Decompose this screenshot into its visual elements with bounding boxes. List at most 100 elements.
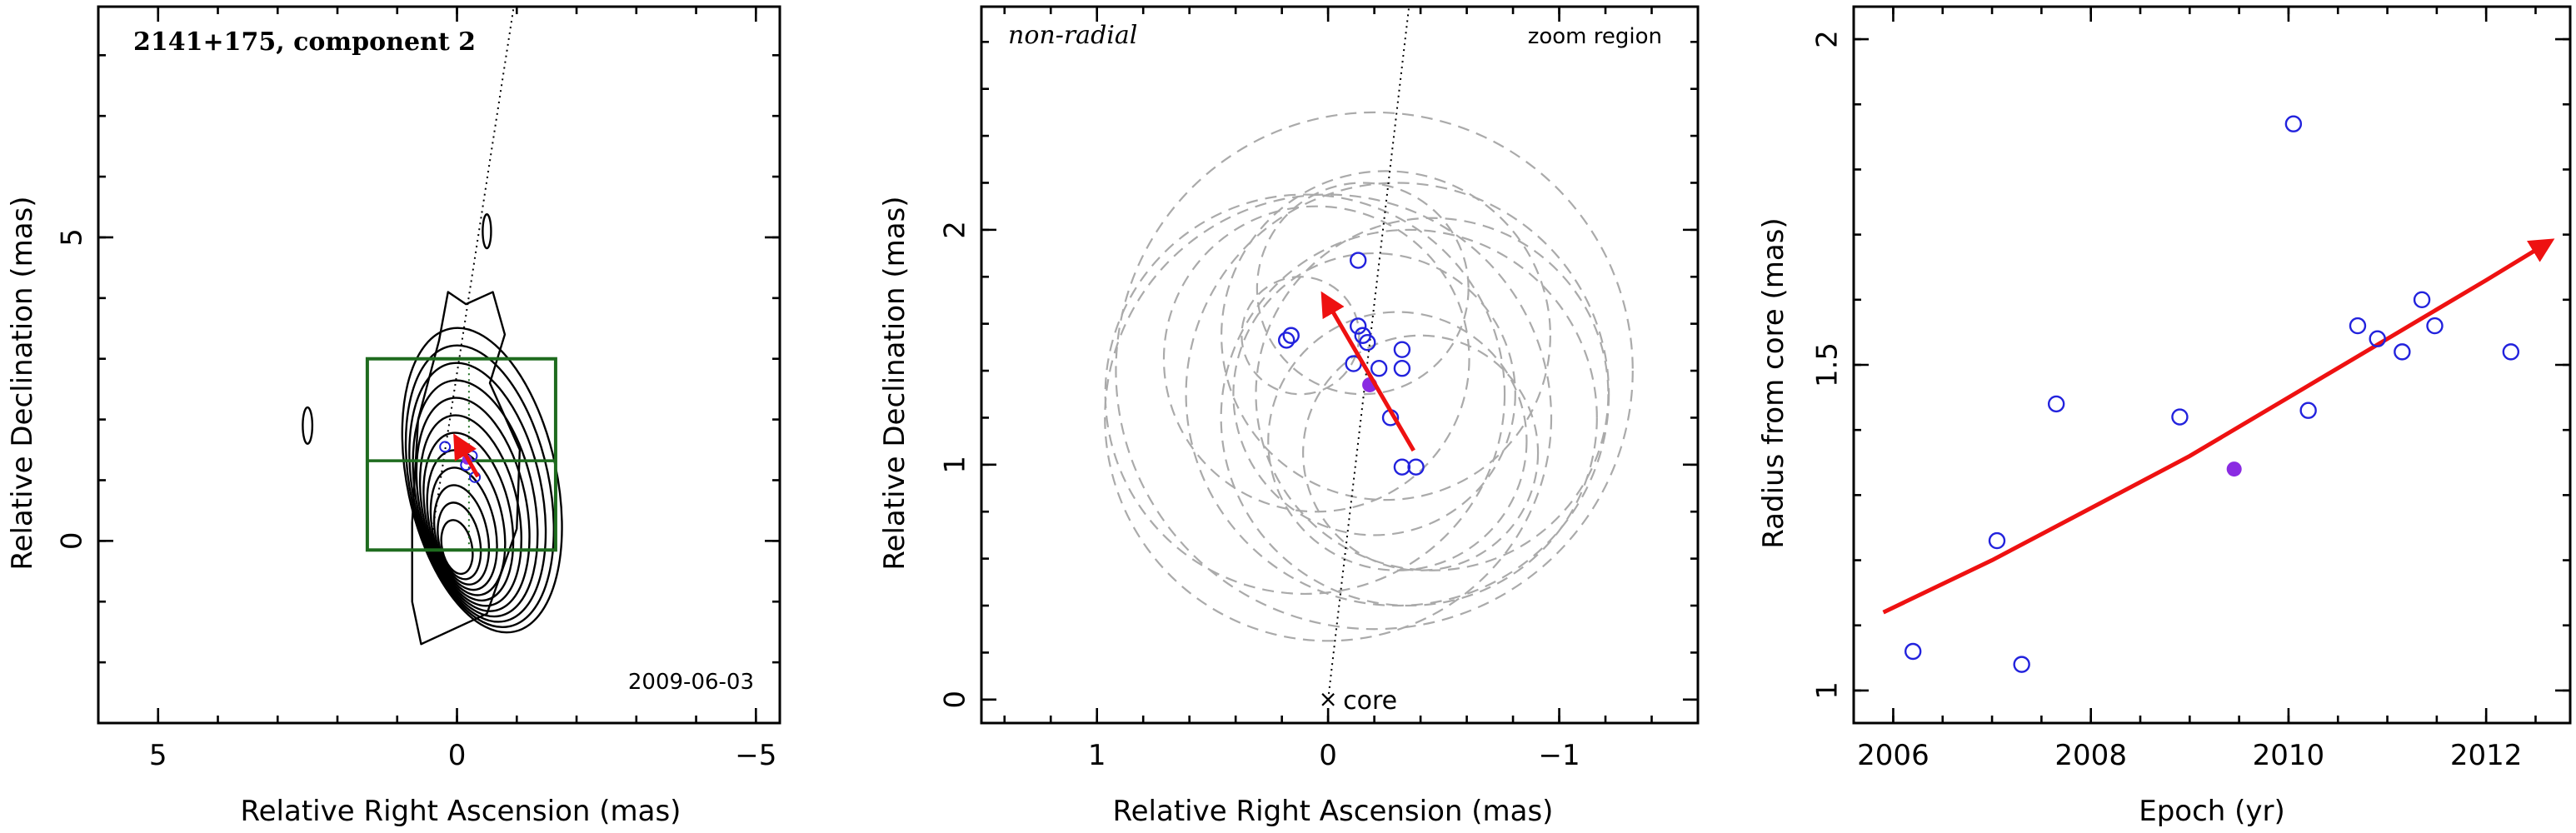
panel3-xtick-label: 2012 — [2450, 739, 2523, 772]
data-point — [2284, 115, 2303, 132]
error-circle — [1232, 252, 1516, 536]
panel3-frame — [1852, 5, 2572, 725]
contour-level — [422, 431, 515, 602]
error-circle — [1256, 182, 1470, 396]
error-circle — [1267, 311, 1528, 571]
contour-island — [302, 406, 314, 445]
component-position — [1393, 360, 1411, 377]
panel-radius-vs-epoch: 2006 2008 2010 2012 1 1.5 2 Epoch (yr) Radius … — [1757, 5, 2572, 828]
fit-curve — [1882, 238, 2555, 615]
panel2-label-left: non-radial — [1008, 21, 1137, 50]
data-point — [1904, 642, 1922, 661]
panel1-ylabel: Relative Declination (mas) — [6, 196, 39, 570]
contour-island — [482, 213, 492, 250]
panel-contour-map: 5 0 −505 2141+175, component 2 2009-06-03 … — [6, 5, 781, 828]
data-point — [2047, 395, 2065, 413]
panel1-ytick-label: 5 — [56, 228, 89, 247]
panel2-xlabel: Relative Right Ascension (mas) — [1113, 795, 1554, 828]
panel1-marks — [365, 7, 557, 552]
error-circle — [1115, 111, 1634, 631]
data-point — [2349, 317, 2367, 335]
mean-point — [2226, 461, 2242, 477]
component-position — [1282, 327, 1300, 344]
error-circle — [1221, 170, 1551, 501]
contour-level — [426, 449, 507, 596]
error-circle — [1104, 193, 1553, 642]
ridge-line — [429, 7, 515, 547]
error-circle — [1162, 205, 1470, 513]
zoom-box — [365, 357, 557, 552]
panel3-xtick-label: 2006 — [1857, 739, 1930, 772]
panel2-xtick-label: 0 — [1319, 739, 1337, 772]
core-label: core — [1343, 686, 1397, 716]
contour-level — [432, 484, 491, 586]
panel3-xtick-label: 2008 — [2054, 739, 2127, 772]
panel2-xtick-label: 1 — [1088, 739, 1106, 772]
panel2-xtick-label: −1 — [1538, 739, 1580, 772]
panel1-title: 2141+175, component 2 — [133, 27, 476, 57]
panel1-xtick-label: −5 — [735, 739, 776, 772]
data-point — [1988, 531, 2006, 550]
panel2-marks — [1277, 7, 1425, 706]
panel3-xlabel: Epoch (yr) — [2139, 795, 2285, 828]
contour-level — [408, 362, 547, 623]
core-marker — [1321, 693, 1335, 706]
panel1-xlabel: Relative Right Ascension (mas) — [241, 795, 681, 828]
panel3-xtick-label: 2010 — [2253, 739, 2325, 772]
panel1-ytick-label: 0 — [56, 532, 89, 551]
component-position — [439, 441, 452, 453]
data-point — [2413, 291, 2431, 309]
panel2-label-right: zoom region — [1528, 24, 1662, 49]
error-circle — [1220, 228, 1598, 607]
panel2-ticks: 1 0 −1 0 1 2 — [939, 7, 1700, 772]
velocity-arrow — [453, 433, 480, 478]
component-position — [1277, 332, 1295, 349]
panel3-ytick-label: 2 — [1811, 30, 1845, 48]
contour-level — [437, 501, 482, 581]
panel3-ytick-label: 1.5 — [1811, 342, 1845, 387]
component-position — [1393, 458, 1411, 476]
component-position — [1370, 360, 1388, 377]
component-position — [1407, 458, 1425, 476]
panel3-ylabel: Radius from core (mas) — [1757, 217, 1790, 548]
contour-level — [429, 466, 498, 591]
component-position — [1393, 341, 1411, 358]
velocity-arrow — [1320, 291, 1415, 452]
data-point — [2426, 317, 2444, 335]
panel2-ytick-label: 2 — [939, 221, 972, 239]
panel2-ylabel: Relative Declination (mas) — [878, 196, 911, 570]
panel3-ytick-label: 1 — [1811, 681, 1845, 700]
error-circles — [1104, 111, 1634, 642]
panel1-xtick-label: 0 — [448, 739, 467, 772]
data-point — [2394, 343, 2411, 361]
data-point — [2299, 402, 2317, 419]
contour-level — [415, 397, 531, 612]
error-circle — [1241, 276, 1360, 396]
panel3-ticks: 2006 2008 2010 2012 1 1.5 2 — [1811, 7, 2570, 772]
panel1-xtick-label: 5 — [149, 739, 167, 772]
contour-outer — [411, 291, 522, 646]
error-circle — [1302, 334, 1540, 571]
error-circle — [1185, 182, 1610, 607]
panel2-ytick-label: 1 — [939, 456, 972, 474]
ridge-line — [1327, 7, 1410, 700]
data-point — [2013, 656, 2030, 673]
error-circle — [1104, 193, 1506, 596]
panel1-date: 2009-06-03 — [628, 670, 754, 695]
panel-zoom-region: 1 0 −1 0 1 2 non-radial zoom region core Rela… — [878, 5, 1700, 828]
panel3-marks — [1882, 115, 2555, 673]
component-position — [1349, 252, 1367, 269]
contour-map — [302, 213, 563, 646]
component-position — [1359, 334, 1376, 352]
panel1-ticks: 5 0 −5 0 5 — [56, 7, 780, 772]
panel1-frame — [97, 5, 781, 725]
component-position — [1349, 317, 1367, 335]
panel2-frame — [980, 5, 1700, 725]
data-point — [2369, 330, 2386, 347]
contour-level — [412, 379, 539, 618]
data-point — [2502, 343, 2520, 361]
panel2-ytick-label: 0 — [939, 691, 972, 709]
contour-level — [404, 344, 555, 629]
data-point — [2171, 408, 2189, 426]
